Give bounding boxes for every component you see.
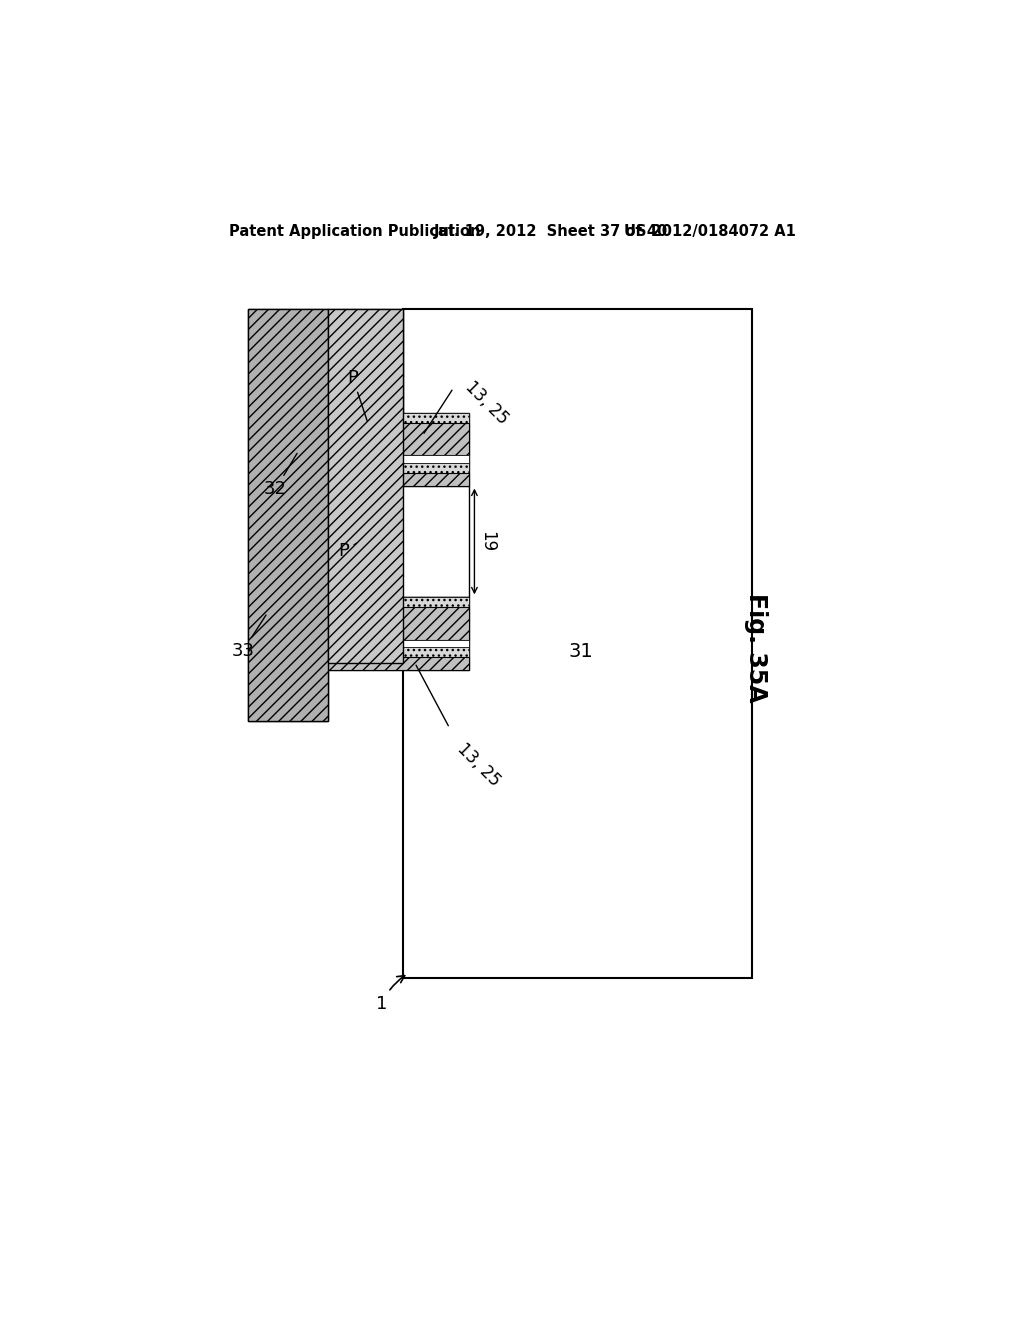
Bar: [328, 309, 403, 663]
Bar: [328, 598, 469, 607]
Bar: [248, 309, 328, 721]
Text: 13, 25: 13, 25: [461, 378, 511, 428]
Text: 33: 33: [231, 615, 266, 660]
Text: Patent Application Publication: Patent Application Publication: [228, 224, 480, 239]
Bar: [328, 657, 469, 671]
Bar: [328, 412, 469, 422]
Bar: [403, 309, 752, 978]
Bar: [328, 455, 469, 462]
Bar: [328, 597, 469, 671]
Bar: [328, 413, 469, 486]
Text: 19: 19: [478, 531, 497, 552]
Bar: [328, 640, 469, 647]
Text: 13, 25: 13, 25: [454, 739, 504, 789]
Bar: [328, 422, 469, 455]
Text: 1: 1: [376, 975, 404, 1012]
Bar: [328, 473, 469, 486]
Text: P: P: [347, 368, 368, 421]
Text: 32: 32: [264, 453, 297, 499]
Bar: [328, 647, 469, 657]
Text: Fig. 35A: Fig. 35A: [743, 593, 768, 702]
Bar: [328, 309, 403, 663]
Bar: [328, 486, 469, 598]
Text: Jul. 19, 2012  Sheet 37 of 40: Jul. 19, 2012 Sheet 37 of 40: [434, 224, 669, 239]
Bar: [328, 607, 469, 640]
Bar: [328, 462, 469, 473]
Text: US 2012/0184072 A1: US 2012/0184072 A1: [624, 224, 796, 239]
Text: 31: 31: [569, 642, 594, 661]
Text: P: P: [338, 543, 356, 560]
Bar: [248, 309, 328, 721]
